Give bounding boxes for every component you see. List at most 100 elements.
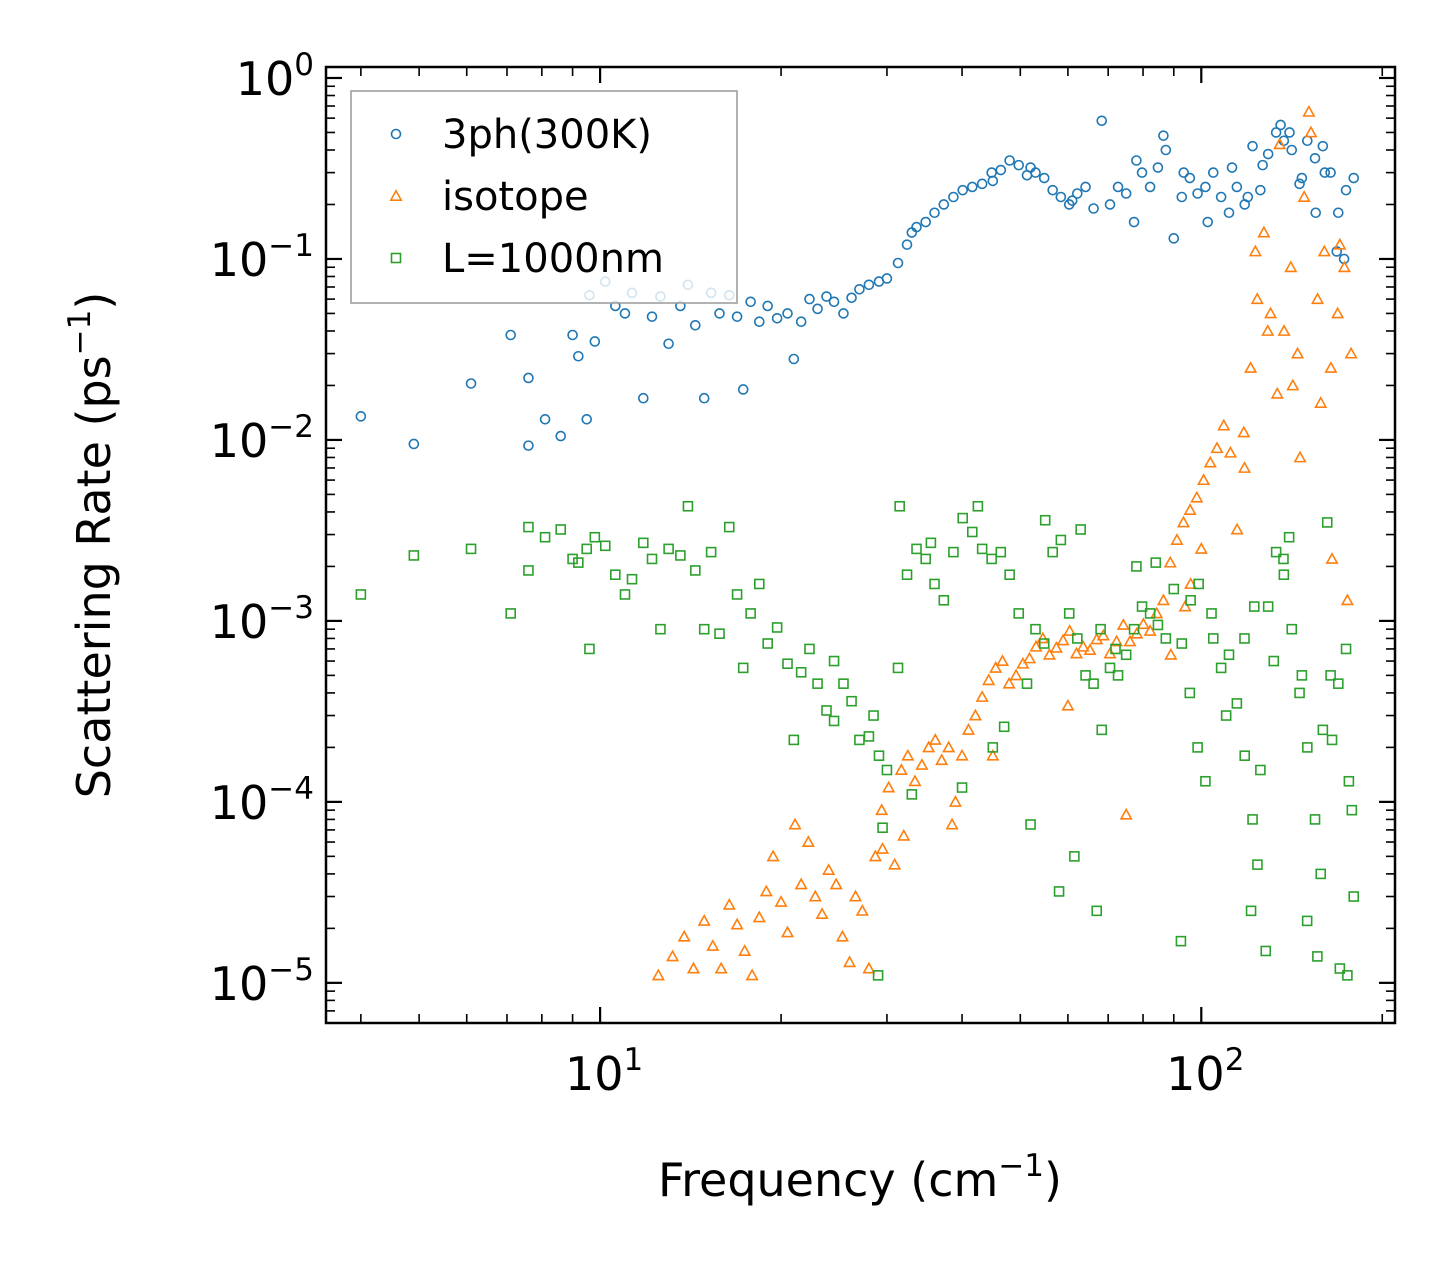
data-point-square — [1286, 623, 1298, 635]
data-point-square — [1021, 678, 1033, 689]
data-point-circle — [1152, 162, 1164, 173]
data-point-circle — [920, 216, 931, 228]
data-point-triangle — [706, 939, 720, 951]
data-point-triangle — [1056, 633, 1070, 646]
data-point-triangle — [1297, 190, 1311, 202]
data-point-circle — [555, 430, 567, 442]
data-point-circle — [539, 414, 551, 425]
data-point-square — [1080, 670, 1091, 681]
data-point-square — [972, 500, 984, 512]
data-point-square — [1346, 804, 1358, 816]
data-point-square — [1069, 851, 1080, 862]
data-point-triangle — [730, 917, 744, 930]
data-point-triangle — [1119, 807, 1133, 820]
data-point-circle — [828, 296, 840, 308]
data-point-square — [1025, 819, 1036, 830]
data-point-triangle — [1076, 639, 1090, 652]
data-point-circle — [1215, 191, 1227, 203]
data-point-triangle — [808, 889, 822, 902]
data-point-triangle — [1237, 461, 1252, 473]
data-point-square — [1053, 886, 1065, 897]
y-tick-label: 100 — [236, 47, 314, 106]
data-point-square — [731, 589, 743, 600]
data-point-triangle — [745, 968, 759, 981]
data-point-square — [1302, 742, 1313, 753]
data-point-circle — [619, 308, 631, 319]
data-point-square — [1176, 638, 1188, 649]
axis-ticks — [326, 67, 1395, 1024]
data-point-triangle — [1248, 244, 1262, 257]
data-point-triangle — [794, 877, 808, 890]
data-point-triangle — [1344, 346, 1358, 359]
data-point-circle — [745, 296, 756, 308]
data-point-square — [995, 546, 1007, 558]
data-point-circle — [1192, 188, 1203, 199]
data-point-circle — [1160, 144, 1172, 156]
data-point-triangle — [1257, 225, 1271, 238]
data-point-circle — [1325, 167, 1336, 178]
data-point-circle — [589, 336, 601, 347]
data-point-square — [1184, 687, 1196, 699]
data-point-square — [1278, 553, 1289, 565]
data-point-triangle — [1061, 698, 1075, 711]
data-point-circle — [638, 392, 649, 404]
data-point-circle — [892, 257, 904, 269]
data-point-circle — [581, 414, 593, 425]
data-point-square — [567, 553, 578, 565]
data-point-square — [1120, 649, 1132, 661]
data-point-square — [1321, 517, 1333, 528]
data-point-square — [584, 643, 595, 655]
data-point-triangle — [1340, 593, 1354, 606]
data-point-triangle — [989, 661, 1003, 673]
data-point-square — [505, 608, 516, 619]
data-point-triangle — [1136, 617, 1150, 630]
data-point-square — [821, 705, 832, 716]
series-circle-group — [355, 115, 1360, 451]
data-point-triangle — [1217, 418, 1231, 431]
data-point-square — [1091, 905, 1103, 917]
data-point-square — [355, 589, 367, 600]
data-point-circle — [929, 207, 940, 219]
data-point-triangle — [897, 828, 911, 841]
data-point-triangle — [1110, 634, 1124, 647]
data-point-square — [1096, 724, 1108, 736]
x-axis-label: Frequency (cm−1) — [658, 1148, 1062, 1207]
data-point-square — [1247, 814, 1258, 825]
data-point-circle — [1202, 216, 1214, 228]
data-point-circle — [1348, 172, 1360, 184]
data-point-triangle — [1302, 104, 1316, 117]
data-point-triangle — [1333, 237, 1347, 250]
data-point-circle — [1168, 233, 1180, 244]
data-point-triangle — [1197, 473, 1211, 486]
data-point-circle — [1055, 191, 1067, 203]
data-point-triangle — [651, 968, 665, 981]
data-point-square — [762, 638, 773, 649]
data-point-circle — [1072, 188, 1083, 199]
data-point-triangle — [975, 690, 989, 702]
data-point-circle — [408, 438, 420, 450]
data-point-square — [854, 734, 865, 746]
data-point-square — [948, 546, 959, 558]
data-point-circle — [821, 291, 832, 302]
data-point-square — [1270, 546, 1282, 558]
data-point-triangle — [829, 877, 843, 890]
data-point-triangle — [1264, 306, 1278, 319]
data-point-triangle — [1164, 647, 1178, 660]
data-point-square — [1315, 868, 1327, 880]
data-point-triangle — [908, 774, 922, 787]
data-point-circle — [1136, 167, 1148, 178]
data-point-square — [1039, 514, 1051, 526]
data-point-circle — [731, 311, 743, 322]
data-point-square — [1340, 643, 1352, 655]
data-point-square — [610, 569, 621, 581]
data-point-square — [1252, 859, 1263, 870]
data-point-triangle — [697, 914, 711, 926]
data-point-square — [788, 734, 800, 746]
y-tick-label: 10−4 — [210, 771, 314, 830]
data-point-triangle — [686, 961, 701, 974]
data-point-triangle — [1029, 639, 1043, 652]
data-point-triangle — [1337, 260, 1351, 273]
data-point-triangle — [1096, 628, 1110, 641]
